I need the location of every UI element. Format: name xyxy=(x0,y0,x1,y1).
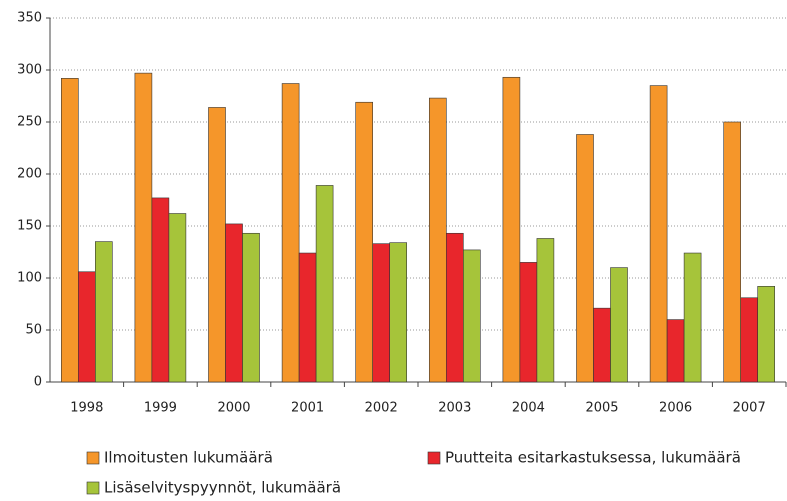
legend-swatch xyxy=(86,451,100,465)
x-tick-label: 2003 xyxy=(438,401,471,416)
bar xyxy=(168,213,187,383)
bar xyxy=(208,107,226,383)
bar xyxy=(428,97,447,383)
x-tick-label: 1998 xyxy=(70,401,103,416)
x-tick-label: 2006 xyxy=(659,401,692,416)
bar xyxy=(372,243,391,383)
bar xyxy=(95,241,113,383)
y-tick-label: 200 xyxy=(17,167,42,182)
bar xyxy=(60,78,79,383)
y-tick-label: 350 xyxy=(17,11,42,26)
y-tick-label: 0 xyxy=(34,375,42,390)
bar xyxy=(281,83,300,383)
x-tick-label: 2002 xyxy=(365,401,398,416)
bar xyxy=(576,134,594,383)
bar xyxy=(536,238,555,383)
y-tick-label: 100 xyxy=(17,271,42,286)
x-tick-label: 2004 xyxy=(512,401,545,416)
legend-label: Puutteita esitarkastuksessa, lukumäärä xyxy=(445,449,741,467)
bar xyxy=(134,72,153,383)
bar xyxy=(649,85,668,383)
bar xyxy=(225,223,243,383)
legend-label: Lisäselvityspyynnöt, lukumäärä xyxy=(104,479,341,497)
bar xyxy=(519,262,538,383)
x-tick-label: 2001 xyxy=(291,401,324,416)
bar xyxy=(389,242,408,383)
y-tick-label: 300 xyxy=(17,63,42,78)
legend-swatch xyxy=(86,481,100,495)
x-tick-label: 2005 xyxy=(585,401,618,416)
bar xyxy=(683,252,702,383)
y-tick-label: 250 xyxy=(17,115,42,130)
bar xyxy=(355,101,374,383)
x-tick-label: 1999 xyxy=(144,401,177,416)
bar xyxy=(445,232,464,383)
bar xyxy=(242,232,260,383)
y-tick-label: 150 xyxy=(17,219,42,234)
bar xyxy=(610,267,628,383)
bar xyxy=(315,185,334,383)
bar xyxy=(593,307,611,383)
x-tick-label: 2000 xyxy=(217,401,250,416)
bar xyxy=(462,249,481,383)
legend-label: Ilmoitusten lukumäärä xyxy=(104,449,273,467)
bar xyxy=(740,297,759,383)
bar xyxy=(723,121,742,383)
y-tick-label: 50 xyxy=(25,323,42,338)
bar xyxy=(757,286,776,383)
bar xyxy=(298,252,317,383)
bar xyxy=(151,197,170,383)
bar xyxy=(78,271,96,383)
x-tick-label: 2007 xyxy=(733,401,766,416)
bar xyxy=(502,76,521,383)
bar xyxy=(666,319,685,383)
legend-swatch xyxy=(427,451,441,465)
